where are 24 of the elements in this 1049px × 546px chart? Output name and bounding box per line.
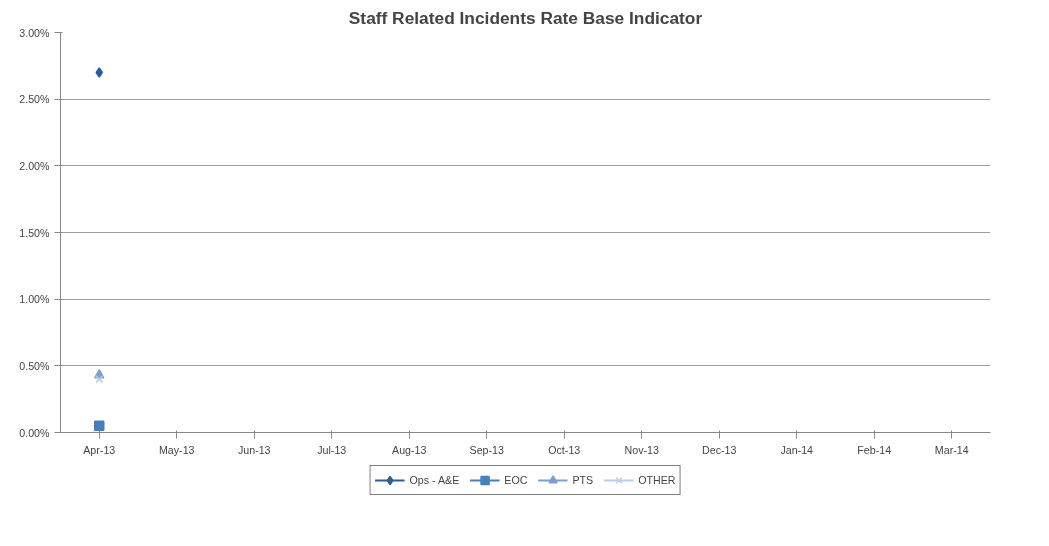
x-tick-label: Mar-14 xyxy=(934,443,969,456)
x-tick-label: Dec-13 xyxy=(702,443,737,456)
y-tick-label: 1.50% xyxy=(19,226,51,239)
x-tick-label: Jan-14 xyxy=(780,443,814,456)
x-tick-label: Aug-13 xyxy=(392,443,427,456)
y-tick-label: 3.00% xyxy=(19,26,51,39)
y-tick-label: 0.50% xyxy=(19,359,51,372)
chart-title: Staff Related Incidents Rate Base Indicator xyxy=(348,7,703,28)
y-tick-label: 0.00% xyxy=(19,426,51,439)
legend-label: OTHER xyxy=(638,474,676,486)
x-tick-label: Jul-13 xyxy=(317,443,347,456)
legend-label: Ops - A&E xyxy=(409,474,460,486)
y-tick-label: 2.50% xyxy=(19,93,51,106)
x-tick-label: Nov-13 xyxy=(624,443,659,456)
legend-label: PTS xyxy=(572,474,594,486)
x-tick-label: Jun-13 xyxy=(237,443,271,456)
x-tick-label: Feb-14 xyxy=(857,443,892,456)
x-tick-label: May-13 xyxy=(158,443,195,456)
y-tick-label: 1.00% xyxy=(19,293,51,306)
y-tick-label: 2.00% xyxy=(19,159,51,172)
x-tick-label: Apr-13 xyxy=(83,443,116,456)
x-tick-label: Oct-13 xyxy=(548,443,581,456)
x-tick-label: Sep-13 xyxy=(469,443,504,456)
legend-label: EOC xyxy=(504,474,528,486)
